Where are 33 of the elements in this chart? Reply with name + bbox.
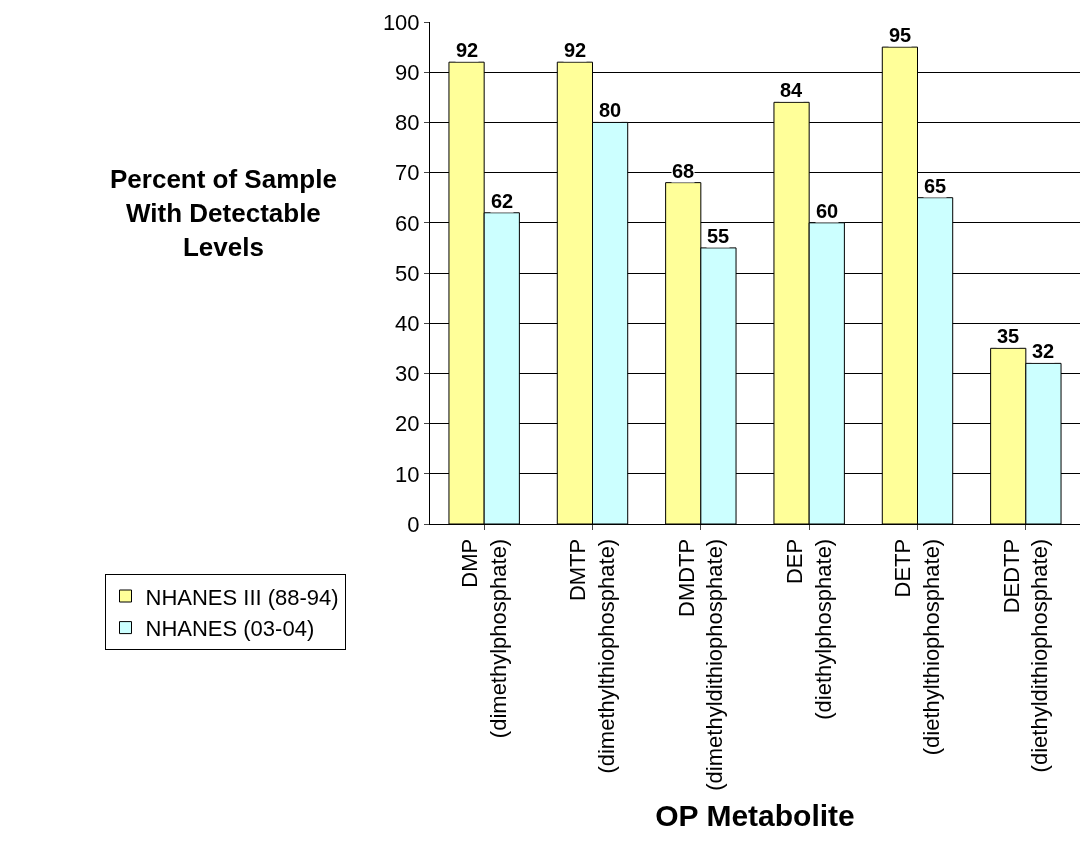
y-tick-label: 20 (395, 411, 420, 437)
y-tick-label: 10 (395, 461, 420, 487)
data-label: 92 (456, 39, 479, 61)
x-tick-label: DEDTP (diethyldithiophosphate) (998, 538, 1053, 773)
data-label: 62 (491, 190, 514, 212)
x-tick-label: DEP (diethylphosphate) (782, 538, 836, 720)
data-label: 92 (564, 39, 587, 61)
x-tick-label: DETP (diethylthiophosphate) (890, 538, 944, 756)
data-label: 68 (672, 160, 695, 182)
data-label: 55 (707, 225, 730, 247)
y-tick-label: 70 (395, 160, 420, 186)
y-tick-label: 0 (407, 511, 420, 537)
x-tick-label: DMTP (dimethylthiophosphate) (565, 538, 619, 774)
y-axis-title: Percent of Sample With Detectable Levels (110, 164, 337, 262)
data-label: 60 (816, 200, 839, 222)
x-tick-label: DMP (dimethylphosphate) (457, 538, 511, 739)
data-label: 80 (599, 99, 622, 121)
data-label: 35 (997, 325, 1020, 347)
y-tick-label: 100 (382, 9, 420, 35)
legend-label: NHANES III (88-94) (145, 584, 339, 610)
y-tick-label: 60 (395, 210, 420, 236)
x-axis-title: OP Metabolite (655, 799, 855, 833)
legend-label: NHANES (03-04) (145, 616, 315, 642)
y-tick-label: 40 (395, 310, 420, 336)
y-tick-label: 80 (395, 110, 420, 136)
y-tick-label: 50 (395, 260, 420, 286)
data-label: 65 (924, 175, 947, 197)
data-label: 95 (889, 24, 912, 46)
y-tick-label: 90 (395, 59, 420, 85)
y-tick-label: 30 (395, 361, 420, 387)
data-label: 32 (1032, 340, 1055, 362)
data-label: 84 (780, 79, 804, 101)
x-tick-label: DMDTP (dimethyldithiophosphate) (673, 538, 728, 791)
